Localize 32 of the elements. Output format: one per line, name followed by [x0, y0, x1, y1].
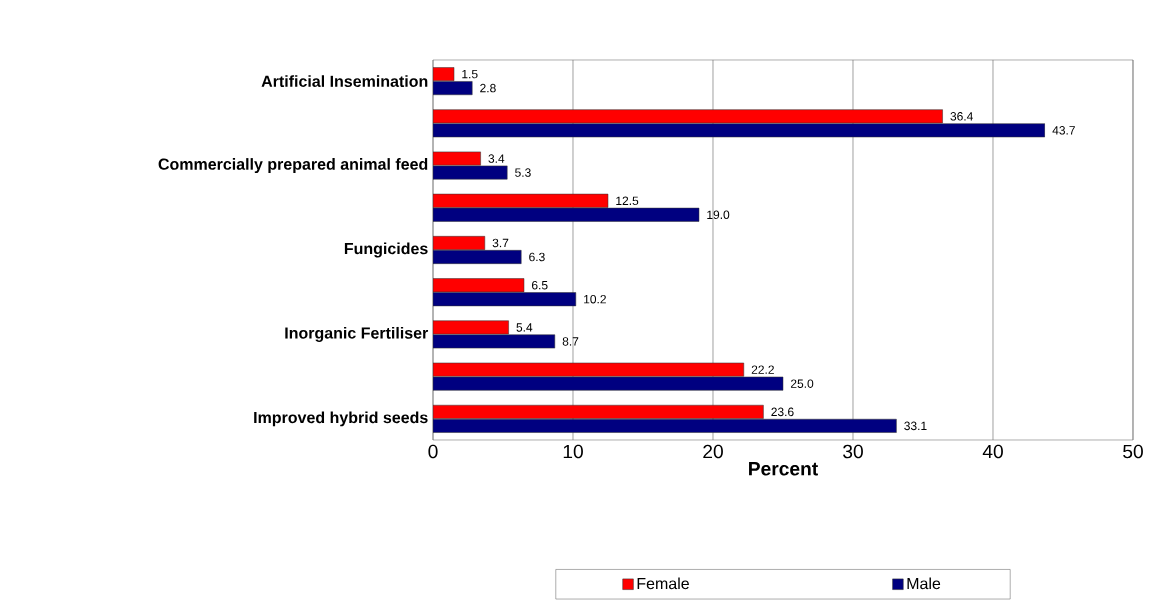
data-label: 36.4 — [950, 112, 973, 121]
legend-label: Male — [907, 577, 941, 590]
data-label: 33.1 — [904, 421, 927, 431]
x-tick-label: 30 — [843, 444, 863, 459]
y-tick-label: Improved hybrid seeds — [254, 411, 428, 427]
y-tick-label: Inorganic Fertiliser — [285, 326, 429, 342]
x-tick-label: 40 — [982, 444, 1003, 459]
legend-label: Female — [637, 577, 689, 590]
data-label: 5.3 — [515, 168, 531, 177]
y-tick-label: Artificial Insemination — [261, 75, 428, 87]
data-label: 5.4 — [516, 323, 533, 332]
data-label: 22.2 — [751, 365, 774, 374]
data-label: 10.2 — [584, 294, 606, 304]
data-label: 12.5 — [616, 196, 639, 206]
x-tick-label: 20 — [703, 444, 723, 459]
y-tick-label: Commercially prepared animal feed — [158, 158, 428, 174]
data-label: 3.7 — [492, 238, 509, 248]
data-label: 6.5 — [531, 280, 548, 290]
x-tick-label: 50 — [1123, 444, 1143, 459]
y-tick-label: Fungicides — [344, 242, 428, 258]
data-label: 3.4 — [488, 154, 505, 163]
data-label: 2.8 — [480, 83, 496, 93]
x-tick-label: 10 — [563, 444, 583, 459]
data-label: 1.5 — [462, 69, 478, 79]
x-axis-title: Percent — [749, 462, 818, 476]
data-label: 6.3 — [529, 252, 545, 262]
data-label: 19.0 — [707, 210, 730, 220]
x-tick-label: 0 — [428, 444, 438, 459]
data-label: 8.7 — [562, 337, 579, 346]
data-label: 25.0 — [790, 379, 814, 388]
data-label: 23.6 — [771, 407, 794, 417]
data-label: 43.7 — [1052, 126, 1075, 135]
